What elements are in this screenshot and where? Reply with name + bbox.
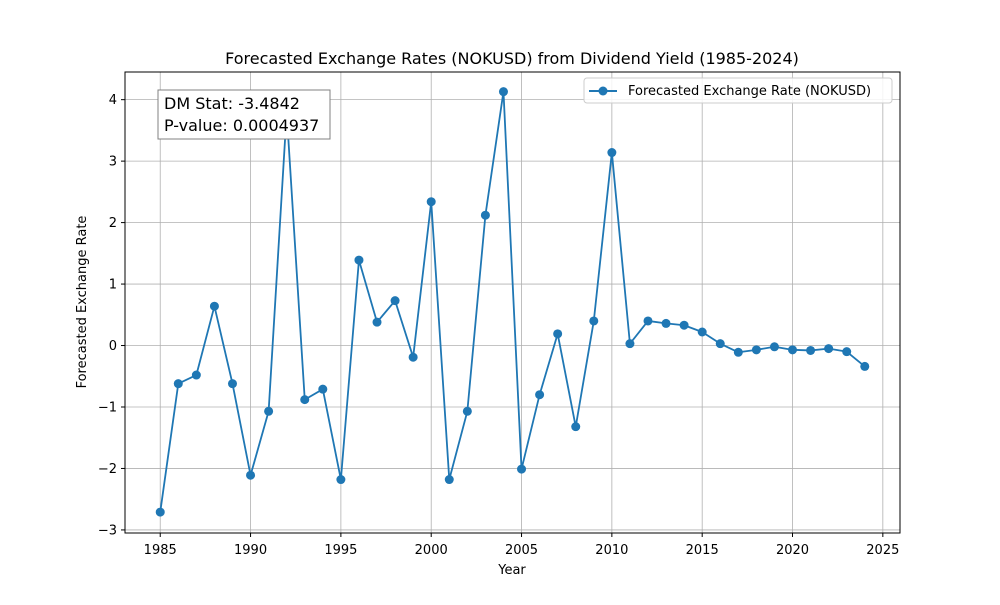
data-point-1991 bbox=[264, 406, 274, 416]
x-tick-label: 2005 bbox=[505, 543, 538, 558]
plot-area-frame bbox=[124, 71, 901, 534]
data-point-2001 bbox=[444, 475, 454, 485]
y-tick-label: 3 bbox=[109, 155, 117, 170]
p-value-text: P-value: 0.0004937 bbox=[164, 116, 319, 135]
data-point-2007 bbox=[553, 329, 563, 339]
y-tick-label: 4 bbox=[109, 93, 117, 108]
y-axis-label: Forecasted Exchange Rate bbox=[75, 216, 90, 389]
y-tick-label: −1 bbox=[98, 400, 117, 415]
x-tick-label: 2020 bbox=[776, 543, 809, 558]
data-point-2019 bbox=[769, 342, 779, 352]
data-point-1999 bbox=[408, 352, 418, 362]
data-point-2009 bbox=[589, 316, 599, 326]
data-point-1987 bbox=[191, 370, 201, 380]
data-point-2018 bbox=[751, 345, 761, 355]
x-axis-label: Year bbox=[497, 563, 526, 578]
x-tick-label: 2000 bbox=[415, 543, 448, 558]
data-point-2000 bbox=[426, 197, 436, 207]
x-tick-label: 1995 bbox=[324, 543, 357, 558]
data-point-1996 bbox=[354, 255, 364, 265]
y-tick-label: −2 bbox=[98, 462, 117, 477]
y-tick-label: −3 bbox=[98, 523, 117, 538]
dm-stat-text: DM Stat: -3.4842 bbox=[164, 94, 300, 113]
legend: Forecasted Exchange Rate (NOKUSD) bbox=[583, 77, 893, 104]
data-point-1994 bbox=[318, 384, 328, 394]
legend-frame bbox=[583, 77, 893, 104]
x-tick-label: 2015 bbox=[686, 543, 719, 558]
series-layer bbox=[155, 87, 870, 517]
data-point-1997 bbox=[372, 317, 382, 327]
x-tick-label: 2025 bbox=[866, 543, 899, 558]
axis-ticks: 1985 1990 1995 2000 2005 2010 2015 2020 2025 −3 −2… bbox=[98, 93, 900, 558]
y-tick-label: 1 bbox=[109, 278, 117, 293]
data-point-2002 bbox=[462, 406, 472, 416]
y-tick-label: 0 bbox=[109, 339, 117, 354]
data-point-2014 bbox=[679, 320, 689, 330]
grid bbox=[125, 72, 900, 533]
data-point-1995 bbox=[336, 475, 346, 485]
data-point-1986 bbox=[173, 379, 183, 389]
annotation-box: DM Stat: -3.4842 P-value: 0.0004937 bbox=[157, 89, 331, 140]
legend-marker-swatch bbox=[598, 86, 608, 96]
chart-title: Forecasted Exchange Rates (NOKUSD) from … bbox=[225, 49, 799, 68]
data-point-2013 bbox=[661, 318, 671, 328]
data-point-2022 bbox=[824, 344, 834, 354]
data-point-2008 bbox=[571, 422, 581, 432]
data-point-1990 bbox=[246, 470, 256, 480]
data-point-1998 bbox=[390, 296, 400, 306]
data-point-2024 bbox=[860, 361, 870, 371]
data-point-2017 bbox=[733, 347, 743, 357]
data-point-2023 bbox=[842, 347, 852, 357]
data-point-2006 bbox=[535, 390, 545, 400]
data-point-1993 bbox=[300, 395, 310, 405]
data-point-1988 bbox=[209, 301, 219, 311]
data-point-2020 bbox=[788, 345, 798, 355]
data-point-2011 bbox=[625, 339, 635, 349]
x-tick-label: 1990 bbox=[234, 543, 267, 558]
data-point-1989 bbox=[227, 379, 237, 389]
data-point-2003 bbox=[480, 210, 490, 220]
data-point-2012 bbox=[643, 316, 653, 326]
series-line bbox=[159, 90, 866, 513]
legend-label: Forecasted Exchange Rate (NOKUSD) bbox=[628, 84, 871, 99]
data-point-2005 bbox=[517, 464, 527, 474]
x-tick-label: 1985 bbox=[144, 543, 177, 558]
data-point-1985 bbox=[155, 507, 165, 517]
x-tick-label: 2010 bbox=[595, 543, 628, 558]
y-tick-label: 2 bbox=[109, 216, 117, 231]
data-point-2010 bbox=[607, 148, 617, 158]
data-point-2004 bbox=[498, 87, 508, 97]
data-point-2016 bbox=[715, 339, 725, 349]
data-point-2015 bbox=[697, 327, 707, 337]
data-point-2021 bbox=[806, 345, 816, 355]
annotation-frame bbox=[157, 89, 331, 140]
